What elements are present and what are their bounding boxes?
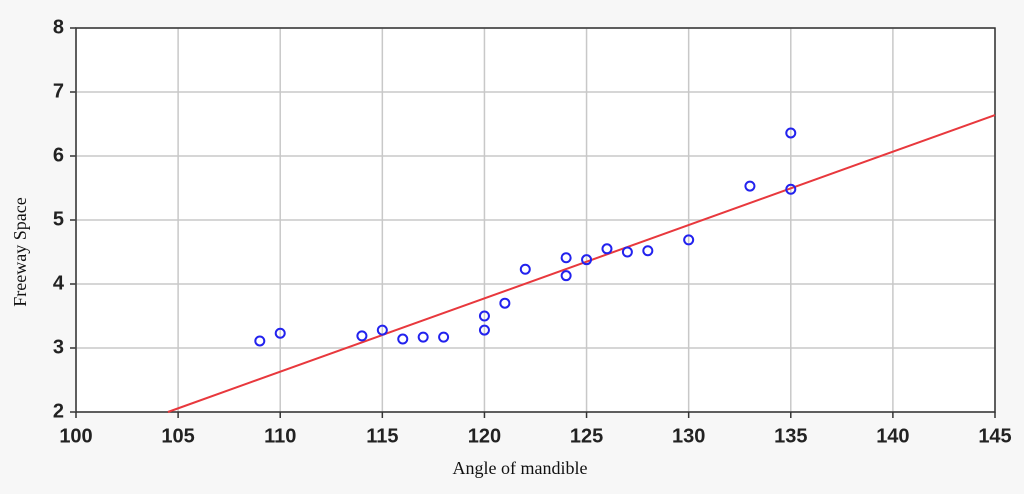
regression-line — [167, 114, 996, 413]
x-tick-label: 115 — [366, 425, 398, 447]
point — [376, 324, 388, 336]
point — [621, 246, 633, 258]
x-tick-label: 125 — [570, 425, 603, 447]
y-axis-title: Freeway Space — [10, 197, 30, 306]
point — [478, 310, 490, 322]
point — [560, 252, 572, 264]
point — [397, 333, 409, 345]
x-tick-label: 145 — [978, 425, 1011, 447]
y-tick-label: 2 — [53, 400, 64, 422]
point — [499, 297, 511, 309]
point — [601, 243, 613, 255]
point — [254, 335, 266, 347]
point — [642, 245, 654, 257]
point — [683, 234, 695, 246]
x-axis-title: Angle of mandible — [453, 458, 588, 478]
x-tick-label: 100 — [59, 425, 92, 447]
y-tick-label: 4 — [53, 272, 65, 294]
y-tick-label: 8 — [53, 16, 64, 38]
point — [581, 254, 593, 266]
point — [785, 183, 797, 195]
point — [519, 263, 531, 275]
x-tick-label: 110 — [264, 425, 296, 447]
x-tick-label: 130 — [672, 425, 705, 447]
x-tick-label: 105 — [161, 425, 194, 447]
point — [744, 180, 756, 192]
y-tick-label: 5 — [53, 208, 64, 230]
point — [478, 324, 490, 336]
point — [438, 331, 450, 343]
y-tick-label: 3 — [53, 336, 64, 358]
point — [785, 127, 797, 139]
plot-frame — [75, 27, 996, 413]
point — [417, 331, 429, 343]
y-tick-label: 6 — [53, 144, 64, 166]
y-tick-label: 7 — [53, 80, 64, 102]
point — [274, 327, 286, 339]
x-tick-label: 135 — [774, 425, 807, 447]
point — [356, 330, 368, 342]
x-tick-label: 120 — [468, 425, 501, 447]
x-tick-label: 140 — [876, 425, 909, 447]
point — [560, 270, 572, 282]
